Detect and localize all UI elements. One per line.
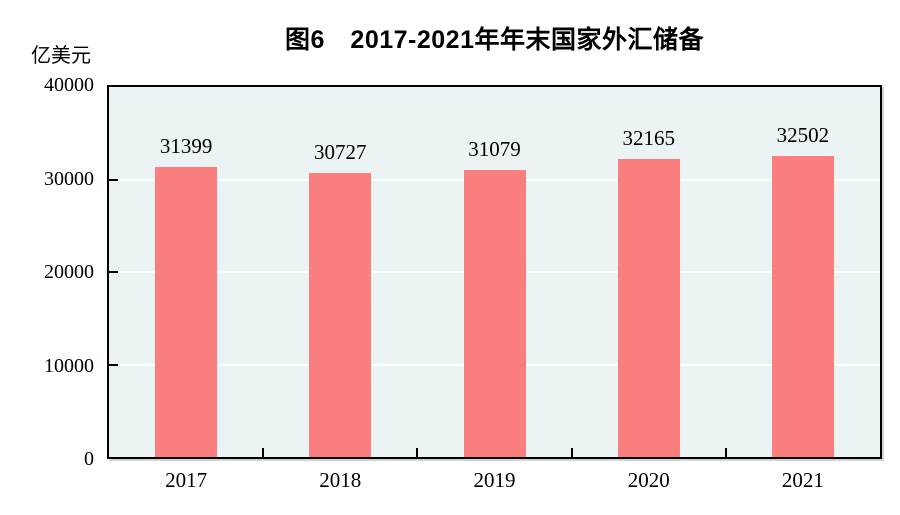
x-axis-tick-boundary-4 [724,448,727,457]
x-axis-label-2020: 2020 [627,468,670,492]
bar-value-label-2019: 31079 [468,136,521,161]
x-axis-label-2017: 2017 [165,468,208,492]
y-axis-label-30000: 30000 [44,167,94,190]
x-axis-tick-boundary-1 [262,448,265,457]
x-axis-label-2018: 2018 [319,468,362,492]
y-axis-unit-label: 亿美元 [31,45,91,67]
y-axis-tick-10000 [109,363,118,366]
y-axis-label-0: 0 [84,448,94,470]
bar-value-label-2017: 31399 [159,133,213,158]
bar-2021 [771,156,834,457]
bar-2019 [463,169,526,457]
bar-2017 [155,166,218,457]
x-axis-label-2021: 2021 [781,468,824,492]
plot-area [107,85,882,459]
y-axis-label-20000: 20000 [44,261,94,283]
chart-title: 图6 2017-2021年年末国家外汇储备 [285,26,704,54]
x-axis-tick-boundary-2 [416,448,419,457]
bar-2018 [309,172,372,457]
y-axis-tick-30000 [109,178,118,181]
bar-value-label-2020: 32165 [622,126,675,151]
bar-2020 [617,159,680,457]
bar-value-label-2018: 30727 [314,139,367,164]
y-axis-label-40000: 40000 [44,74,94,96]
x-axis-label-2019: 2019 [473,468,516,492]
y-axis-tick-20000 [109,271,118,273]
y-axis-label-10000: 10000 [44,354,94,377]
x-axis-tick-boundary-3 [570,448,573,457]
bar-value-label-2021: 32502 [776,123,830,148]
